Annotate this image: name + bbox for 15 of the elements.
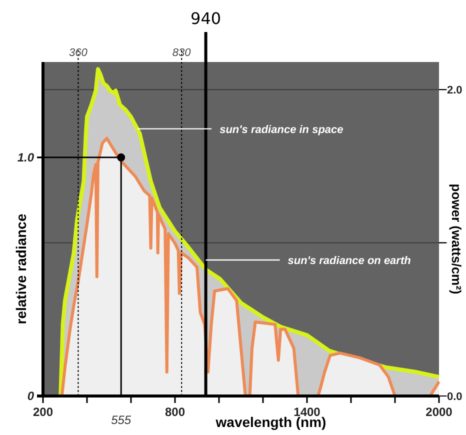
y2-tick-label: 0.0 [447,391,462,403]
y2-axis-title: power (watts/cm²) [449,184,464,294]
y-tick-label: 0 [27,389,34,403]
y-tick-label: 1.0 [17,150,34,164]
x-tick-label: 800 [164,405,186,419]
annotation: sun's radiance in space [220,124,344,136]
annotation: sun's radiance on earth [288,255,412,268]
ref-line-label: 555 [111,413,132,427]
y-axis-title: relative radiance [13,214,29,324]
x-tick-label: 200 [32,405,54,419]
x-tick-label: 2000 [426,405,453,419]
ref-line-label: 830 [172,47,192,59]
ref-line-label: 360 [69,47,88,59]
y2-tick-label: 2.0 [447,84,462,97]
ref-line-label: 940 [190,9,222,28]
